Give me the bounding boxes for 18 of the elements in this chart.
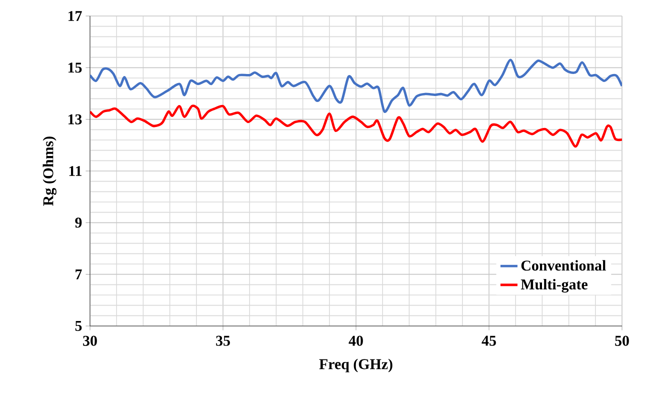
y-tick-label: 9 (75, 218, 82, 228)
y-tick-label: 11 (69, 166, 82, 176)
legend-label: Multi-gate (520, 278, 588, 293)
x-axis-title: Freq (GHz) (319, 358, 392, 372)
y-tick-label: 15 (68, 62, 82, 73)
line-series (90, 58, 622, 113)
x-tick-label: 40 (348, 336, 363, 346)
y-tick-label: 17 (68, 11, 82, 21)
x-tick-label: 45 (482, 336, 496, 346)
legend-label: Conventional (521, 260, 606, 271)
line-series (90, 104, 622, 148)
y-tick-label: 5 (75, 321, 82, 331)
y-axis-title: Rg (Ohms) (42, 136, 56, 206)
x-tick-label: 50 (615, 336, 629, 346)
y-tick-label: 7 (76, 269, 82, 280)
x-tick-label: 30 (83, 336, 97, 346)
x-tick-label: 35 (216, 336, 230, 346)
y-tick-label: 13 (68, 114, 82, 124)
